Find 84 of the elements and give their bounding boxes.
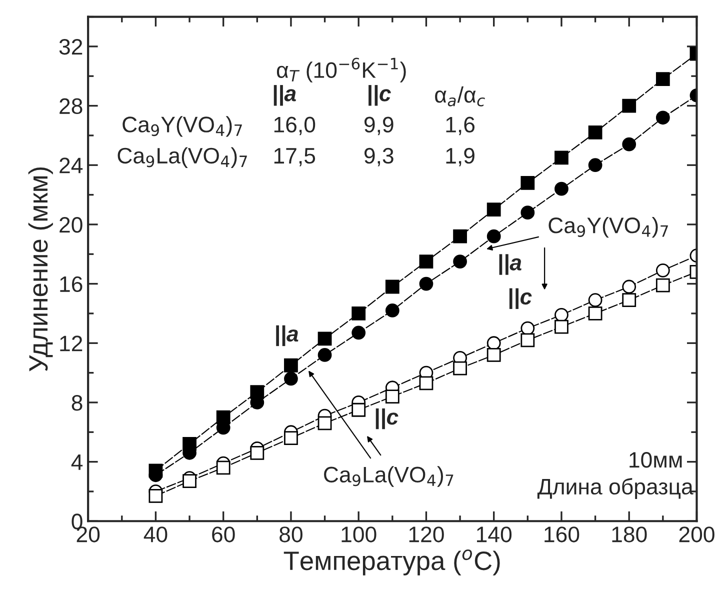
- annotation: 1,9: [446, 148, 474, 166]
- point: [284, 358, 298, 372]
- point: [554, 308, 568, 322]
- annotation: 16,0: [274, 116, 316, 136]
- point: [352, 306, 366, 320]
- point: [385, 304, 400, 318]
- annotation: 9,3: [364, 148, 394, 166]
- x-tick-label: 140: [477, 526, 512, 542]
- point: [622, 293, 636, 308]
- annotation: Длина образца: [537, 478, 694, 499]
- y-tick-label: 28: [60, 98, 82, 114]
- point: [656, 278, 670, 292]
- annotation: α$_{a}$/α$_{c}$: [435, 86, 485, 106]
- y-tick-label: 16: [60, 276, 82, 292]
- point: [318, 332, 332, 346]
- point: [182, 474, 196, 488]
- point: [588, 306, 602, 320]
- x-tick-label: 80: [280, 526, 302, 542]
- point: [352, 402, 366, 417]
- annotation: ||c: [368, 85, 391, 106]
- annotation: ||a: [276, 325, 298, 346]
- point: [656, 263, 670, 278]
- point: [554, 320, 568, 334]
- y-tick-label: 4: [71, 454, 83, 470]
- x-tick-label: 180: [612, 526, 647, 542]
- point: [419, 376, 434, 390]
- y-tick-label: 20: [60, 216, 82, 233]
- y-tick-label: 24: [60, 158, 83, 174]
- annotation: ||a: [274, 85, 296, 106]
- annotation: ||a: [499, 254, 522, 275]
- point: [419, 254, 434, 268]
- point: [622, 280, 636, 294]
- point: [520, 333, 535, 348]
- point: [656, 72, 670, 86]
- point: [385, 280, 400, 294]
- x-tick-label: 60: [212, 526, 235, 542]
- annotation: Ca$_{9}$Y(VO$_{4}$)$_{7}$: [122, 116, 242, 137]
- point: [656, 110, 670, 125]
- point: [622, 137, 636, 152]
- point: [486, 348, 501, 362]
- annotation: ||c: [509, 288, 532, 309]
- point: [554, 182, 568, 196]
- annotation: α$_{T}$ (10$^{−6}$K$^{−1}$): [276, 58, 406, 82]
- y-axis-title: Удлинение (мкм): [28, 167, 53, 372]
- annotation: ||c: [376, 408, 398, 430]
- point: [148, 488, 163, 503]
- x-tick-label: 40: [144, 526, 168, 542]
- point: [588, 293, 602, 308]
- annotation: Ca$_{9}$La(VO$_{4}$)$_{7}$: [118, 147, 247, 168]
- point: [486, 202, 501, 217]
- annotation: 10мм: [630, 452, 682, 468]
- x-tick-label: 160: [544, 526, 580, 542]
- point: [284, 372, 298, 386]
- y-tick-label: 12: [60, 336, 82, 352]
- point: [453, 229, 467, 244]
- y-tick-label: 32: [59, 38, 82, 55]
- x-tick-label: 100: [342, 526, 376, 542]
- x-axis-title: Температура ($^{o}$C): [284, 549, 500, 576]
- point: [520, 206, 535, 220]
- annotation: Ca$_{9}$La(VO$_{4}$)$_{7}$: [324, 466, 454, 487]
- point: [216, 460, 230, 475]
- point: [588, 126, 602, 140]
- point: [385, 390, 400, 404]
- y-tick-label: 8: [72, 394, 82, 411]
- point: [352, 326, 366, 340]
- annotation: 1,6: [446, 116, 475, 136]
- point: [453, 361, 467, 376]
- point: [520, 176, 535, 190]
- point: [486, 229, 501, 244]
- point: [318, 416, 332, 430]
- point: [554, 150, 568, 165]
- point: [588, 158, 602, 172]
- point: [250, 446, 264, 460]
- annotation: 9,9: [364, 116, 394, 136]
- point: [284, 431, 298, 446]
- point: [520, 321, 535, 336]
- x-tick-label: 200: [679, 526, 714, 542]
- x-tick-label: 120: [409, 526, 444, 542]
- point: [453, 254, 467, 268]
- point: [318, 348, 332, 362]
- annotation: Ca$_{9}$Y(VO$_{4}$)$_{7}$: [548, 216, 668, 238]
- point: [419, 276, 434, 291]
- point: [622, 98, 636, 113]
- annotation: 17,5: [274, 148, 316, 166]
